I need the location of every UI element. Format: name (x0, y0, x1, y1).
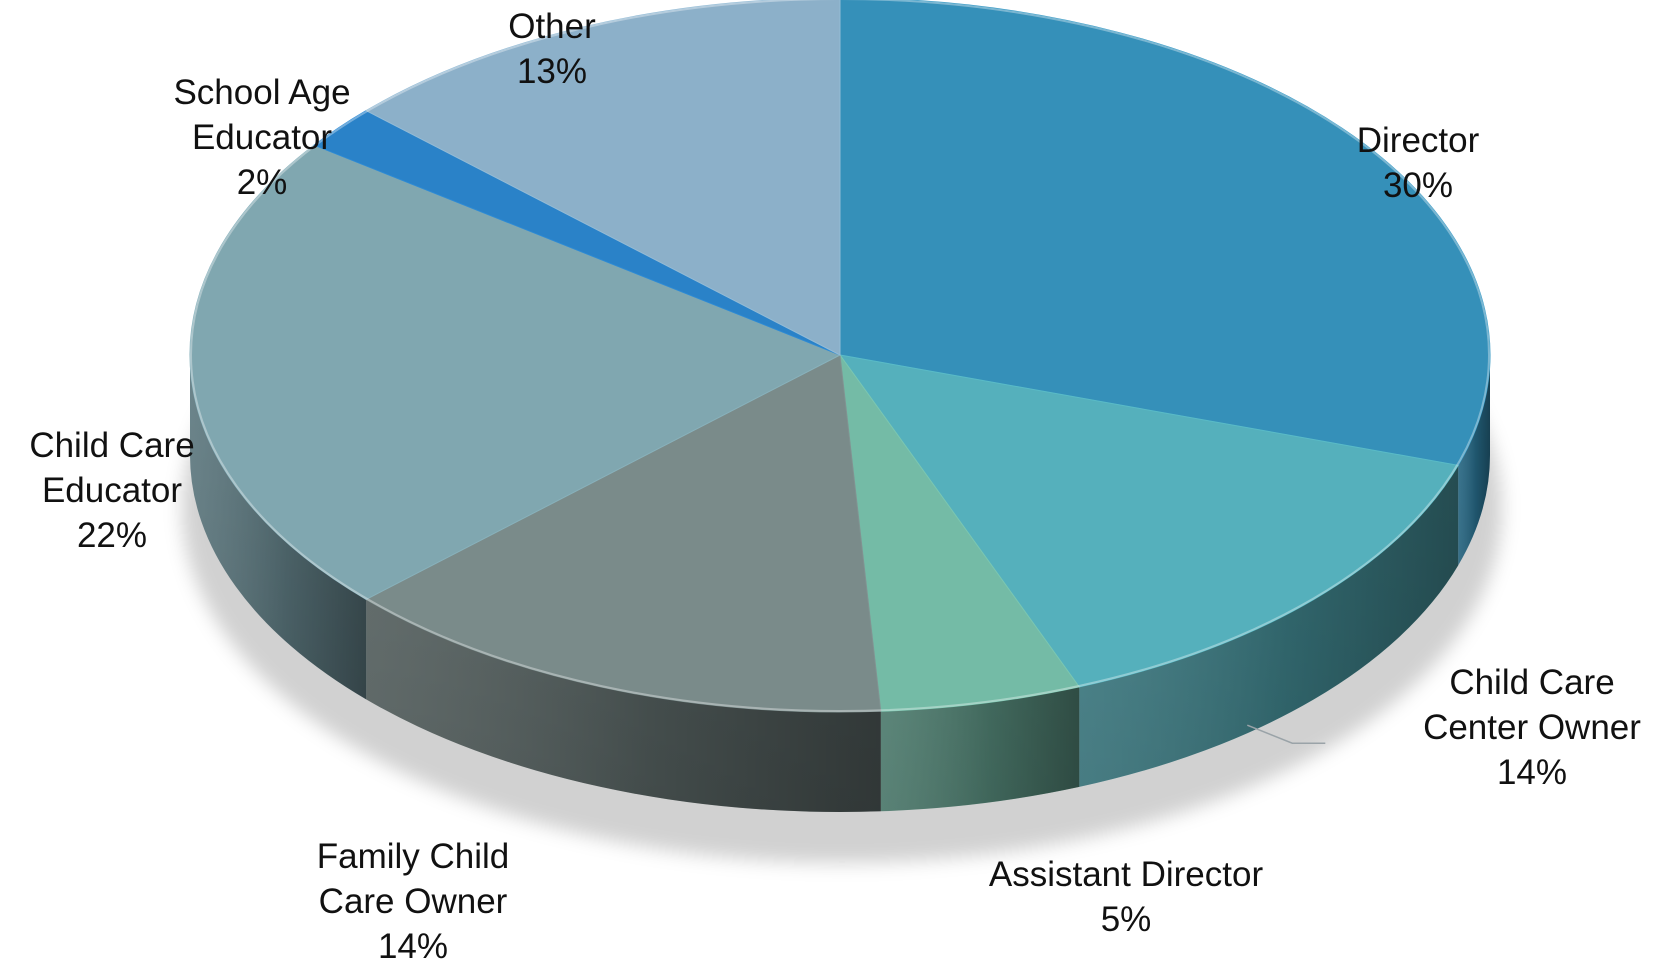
pie-leader-lines (1247, 724, 1326, 744)
label-school-age-educator-name-1: School Age (173, 73, 351, 112)
label-school-age-educator-pct: 2% (236, 163, 288, 202)
slice-family-child-care-owner (365, 354, 882, 713)
slice-child-care-center-owner (838, 354, 1459, 688)
label-child-care-educator: Child Care Educator 22% (29, 423, 194, 558)
label-child-care-educator-pct: 22% (76, 516, 148, 555)
slice-assistant-director (839, 353, 1081, 712)
label-assistant-director-name: Assistant Director (988, 855, 1264, 894)
label-director-name: Director (1356, 121, 1480, 160)
label-child-care-center-owner-name-2: Center Owner (1423, 708, 1641, 747)
slice-other (365, 0, 841, 356)
label-assistant-director-pct: 5% (1100, 900, 1152, 939)
slice-director (839, 0, 1491, 466)
pie-sides (190, 355, 1490, 812)
label-family-child-care-owner: Family Child Care Owner 14% (317, 834, 510, 967)
leader-child-care-center-owner (1247, 724, 1326, 744)
label-child-care-educator-name-1: Child Care (29, 426, 195, 465)
pie-rim-highlight (190, 0, 1490, 712)
label-other: Other 13% (508, 4, 596, 94)
slice-child-care-educator (189, 144, 842, 600)
label-school-age-educator-name-2: Educator (191, 118, 333, 157)
label-assistant-director: Assistant Director 5% (989, 852, 1263, 942)
label-child-care-center-owner-name-1: Child Care (1449, 663, 1615, 702)
label-child-care-center-owner-pct: 14% (1496, 753, 1568, 792)
label-child-care-educator-name-2: Educator (41, 471, 183, 510)
label-director-pct: 30% (1382, 166, 1454, 205)
label-family-child-care-owner-name-1: Family Child (316, 837, 510, 876)
label-other-pct: 13% (516, 52, 588, 91)
label-school-age-educator: School Age Educator 2% (173, 70, 350, 205)
label-family-child-care-owner-pct: 14% (377, 927, 449, 966)
label-director: Director 30% (1357, 118, 1480, 208)
side-vertical-shade (190, 355, 1490, 812)
pie-tops (189, 0, 1491, 713)
label-family-child-care-owner-name-2: Care Owner (318, 882, 508, 921)
label-child-care-center-owner: Child Care Center Owner 14% (1423, 660, 1641, 795)
label-other-name: Other (508, 7, 596, 46)
